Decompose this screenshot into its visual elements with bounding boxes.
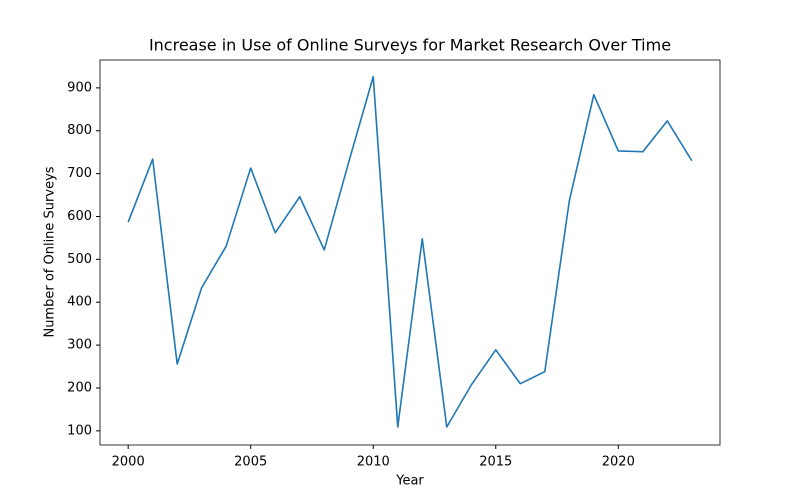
y-tick-label: 700 [67, 166, 92, 181]
y-tick-label: 900 [67, 80, 92, 95]
chart-title: Increase in Use of Online Surveys for Ma… [149, 36, 671, 55]
x-tick-label: 2005 [234, 455, 267, 470]
y-tick-label: 400 [67, 295, 92, 310]
y-tick-label: 500 [67, 252, 92, 267]
x-tick-label: 2020 [602, 455, 635, 470]
y-tick-label: 600 [67, 209, 92, 224]
x-tick-label: 2015 [479, 455, 512, 470]
y-tick-label: 800 [67, 123, 92, 138]
data-line [127, 75, 693, 428]
x-tick-label: 2000 [112, 455, 145, 470]
y-tick-label: 100 [67, 423, 92, 438]
y-axis-label: Number of Online Surveys [43, 166, 58, 337]
y-tick-label: 200 [67, 380, 92, 395]
plot-frame [99, 59, 721, 446]
x-tick-label: 2010 [357, 455, 390, 470]
y-tick-label: 300 [67, 338, 92, 353]
x-axis-label: Year [395, 474, 424, 489]
